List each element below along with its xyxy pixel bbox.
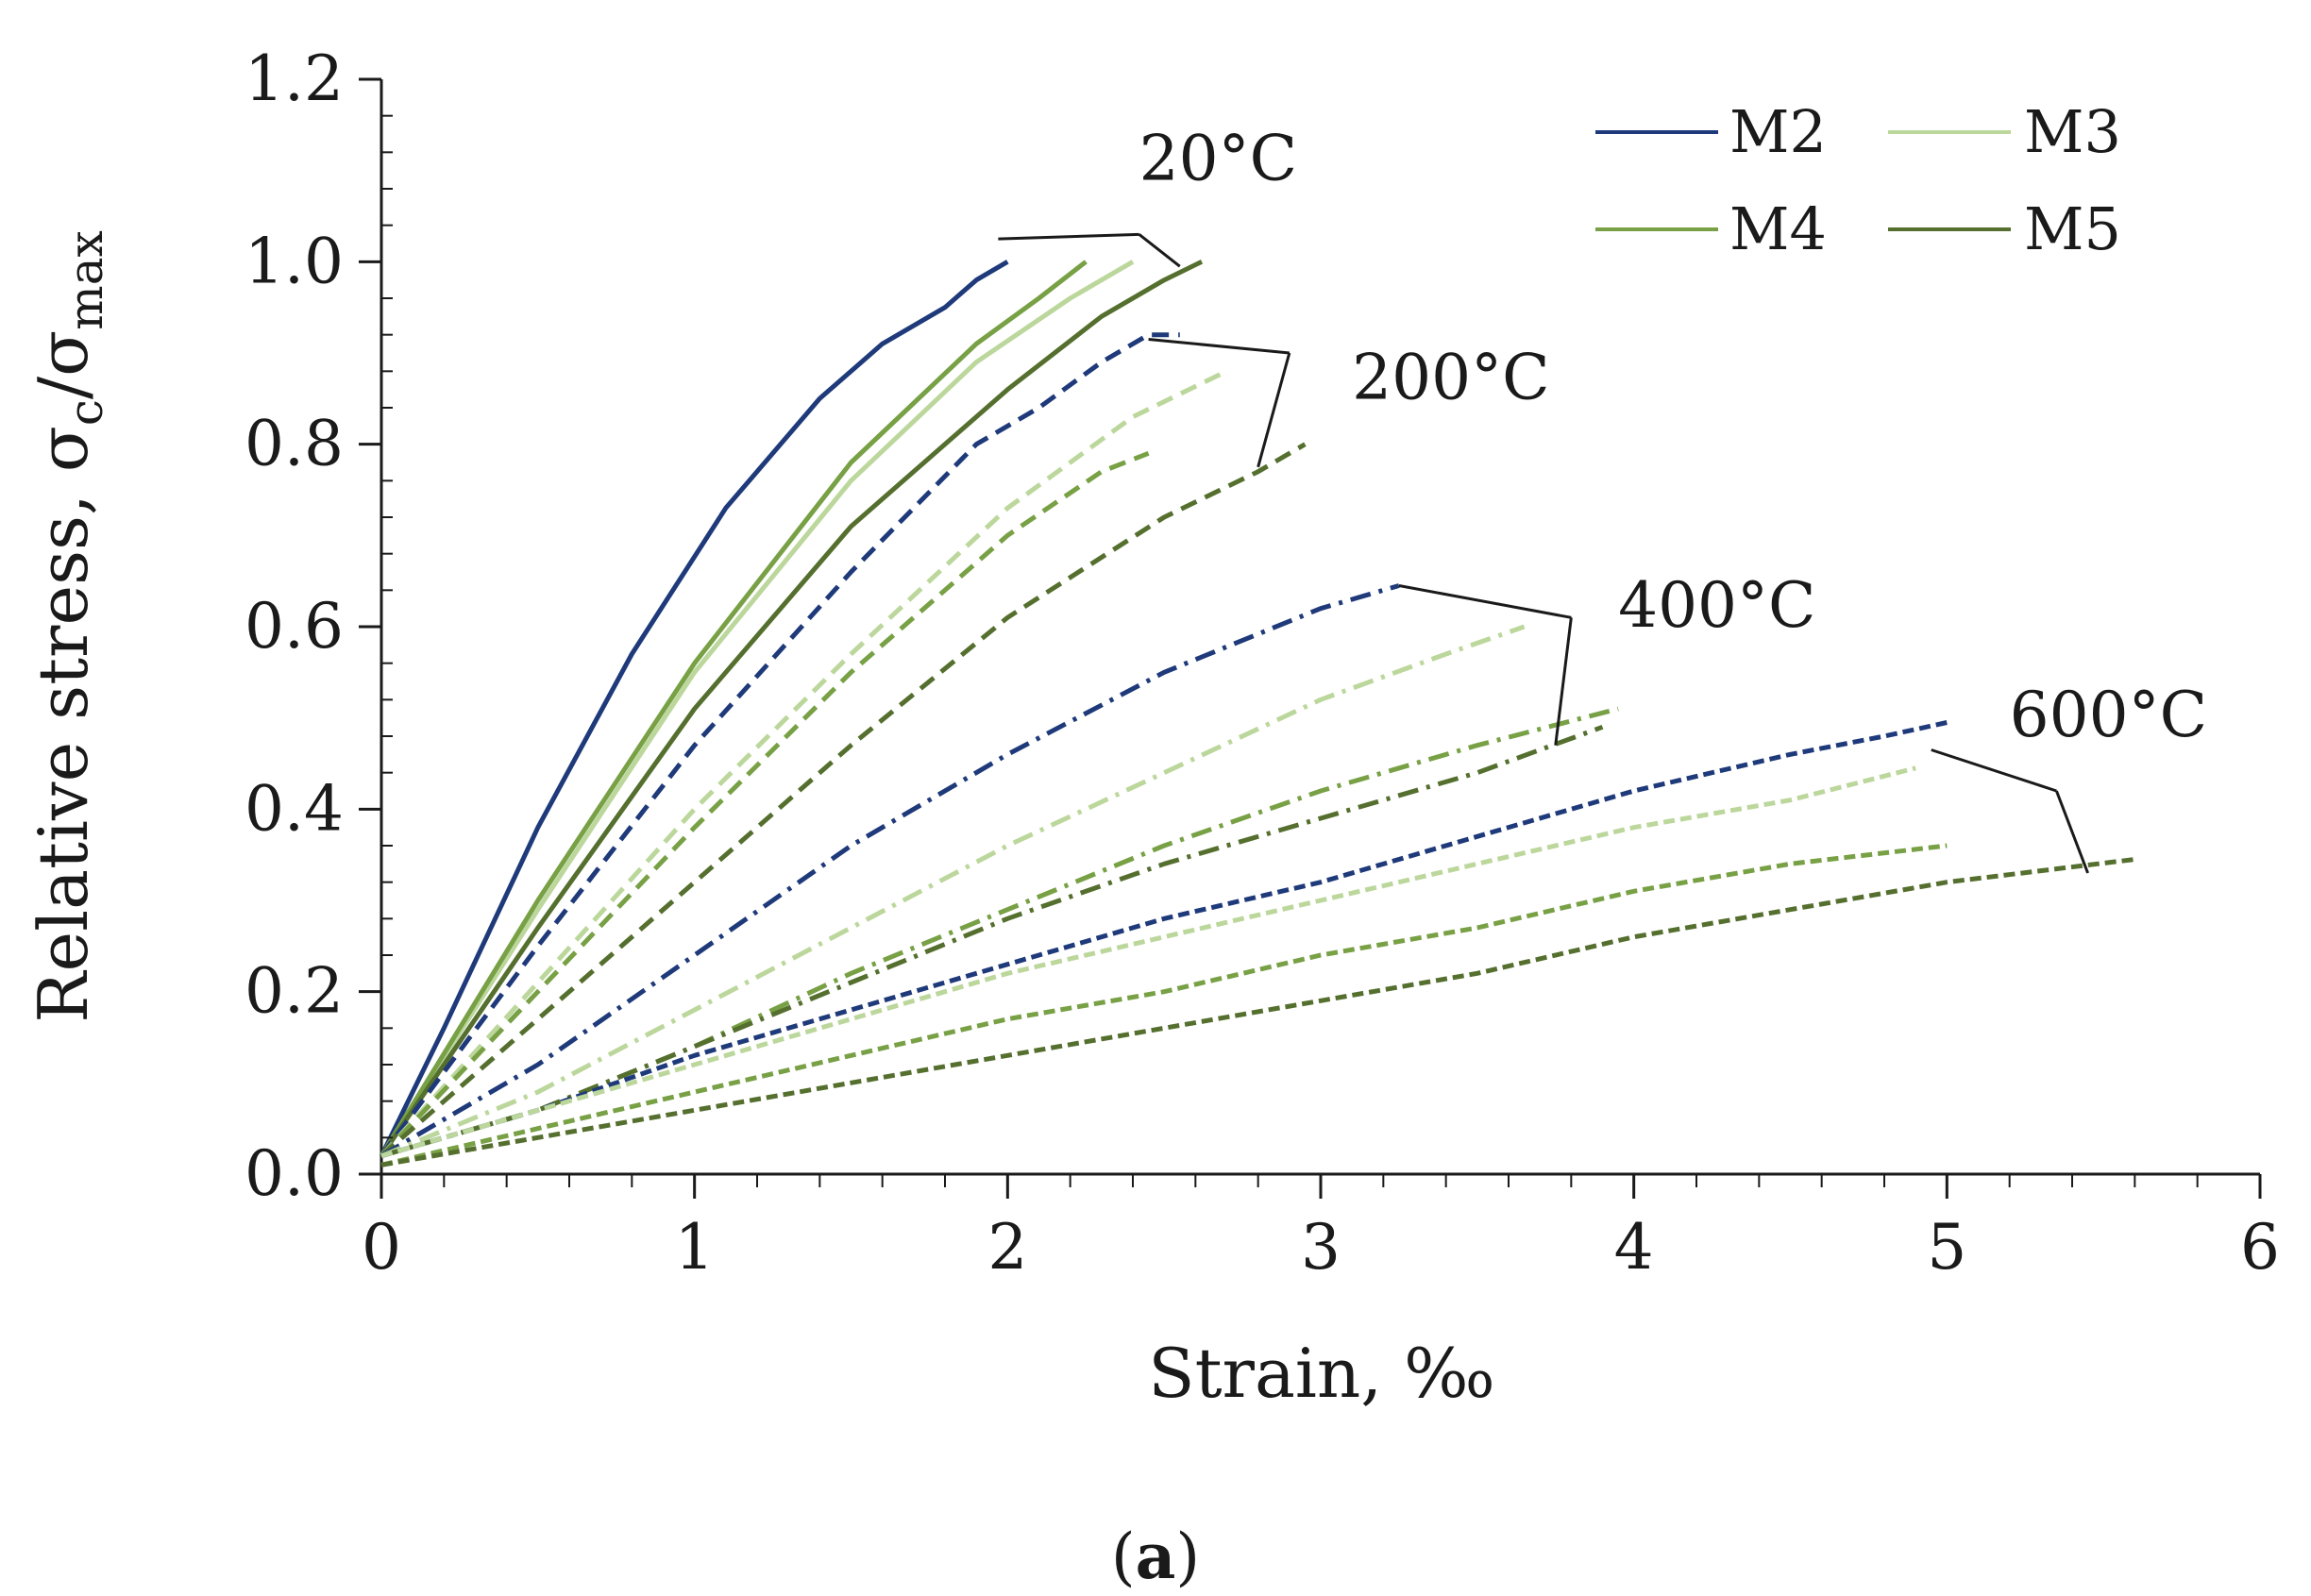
callout-leader-line (1257, 352, 1291, 468)
x-tick-label: 0 (362, 1211, 401, 1284)
series-line-m5-400c (380, 724, 1604, 1159)
series-line-m3-600c (380, 765, 1916, 1159)
series-line-m3-200c (380, 369, 1228, 1158)
tick-layer: 0 1 2 3 4 5 6 0.0 0.2 0.4 0.6 0.8 1.0 1.2 (245, 42, 2280, 1284)
callout-layer: 20°C 200°C 400°C 600°C (998, 122, 2207, 874)
legend: M2 M3 M4 M5 (1595, 97, 2121, 263)
axes (380, 79, 2260, 1176)
x-tick-label: 4 (1614, 1211, 1654, 1284)
caption-letter: a (1136, 1520, 1176, 1593)
callout-leader-line (998, 232, 1139, 241)
y-tick-label: 0.0 (245, 1137, 344, 1210)
y-tick-label: 1.2 (245, 42, 344, 115)
legend-label-m5: M5 (2024, 194, 2121, 263)
series-line-m5-600c (380, 857, 2135, 1168)
legend-label-m2: M2 (1729, 97, 1827, 166)
series-line-m5-20c (379, 260, 1204, 1158)
callout-leader-line (1554, 617, 1573, 746)
y-axis-title: Relative stress, σc/σmax (24, 230, 113, 1022)
callout-leader-line (1931, 748, 2057, 793)
caption-close: ) (1175, 1520, 1200, 1593)
y-axis-title-sub-c: c (59, 399, 113, 426)
temperature-label-600c: 600°C (2010, 679, 2207, 751)
temperature-label-400c: 400°C (1618, 569, 1815, 642)
temperature-label-200c: 200°C (1352, 341, 1549, 413)
callout-leader-line (1148, 338, 1290, 355)
series-layer (379, 260, 2135, 1168)
series-line-m2-600c (380, 720, 1948, 1159)
y-tick-label: 0.4 (245, 772, 344, 845)
y-axis-title-sub-max: max (59, 230, 113, 329)
caption-open: ( (1111, 1520, 1136, 1593)
series-line-m3-20c (379, 260, 1135, 1158)
temperature-label-20c: 20°C (1139, 122, 1297, 194)
x-tick-label: 6 (2240, 1211, 2280, 1284)
y-tick-label: 0.2 (245, 955, 344, 1028)
series-line-m3-400c (380, 624, 1526, 1159)
callout-leader-line (2055, 790, 2089, 874)
x-tick-label: 3 (1301, 1211, 1341, 1284)
series-line-m4-20c (379, 260, 1088, 1158)
callout-leader-line (1398, 584, 1572, 619)
series-line-m2-400c (380, 583, 1400, 1158)
series-line-m4-600c (380, 843, 1948, 1168)
x-tick-label: 5 (1927, 1211, 1966, 1284)
y-axis-title-main: Relative stress, σ (24, 426, 103, 1023)
legend-label-m3: M3 (2024, 97, 2121, 166)
series-line-m2-200c (379, 332, 1180, 1158)
figure-caption: (a) (1111, 1520, 1200, 1593)
legend-label-m4: M4 (1729, 194, 1827, 263)
callout-leader-line (1138, 233, 1181, 268)
y-tick-label: 0.8 (245, 408, 344, 480)
x-axis-title: Strain, ‰ (1148, 1334, 1494, 1413)
y-axis-title-slash: /σ (24, 330, 103, 399)
y-tick-label: 1.0 (245, 225, 344, 297)
x-tick-label: 2 (987, 1211, 1027, 1284)
series-line-m5-200c (380, 442, 1307, 1158)
y-tick-label: 0.6 (245, 590, 344, 663)
series-line-m4-200c (380, 450, 1150, 1158)
x-tick-label: 1 (675, 1211, 715, 1284)
series-line-m2-20c (379, 260, 1009, 1157)
